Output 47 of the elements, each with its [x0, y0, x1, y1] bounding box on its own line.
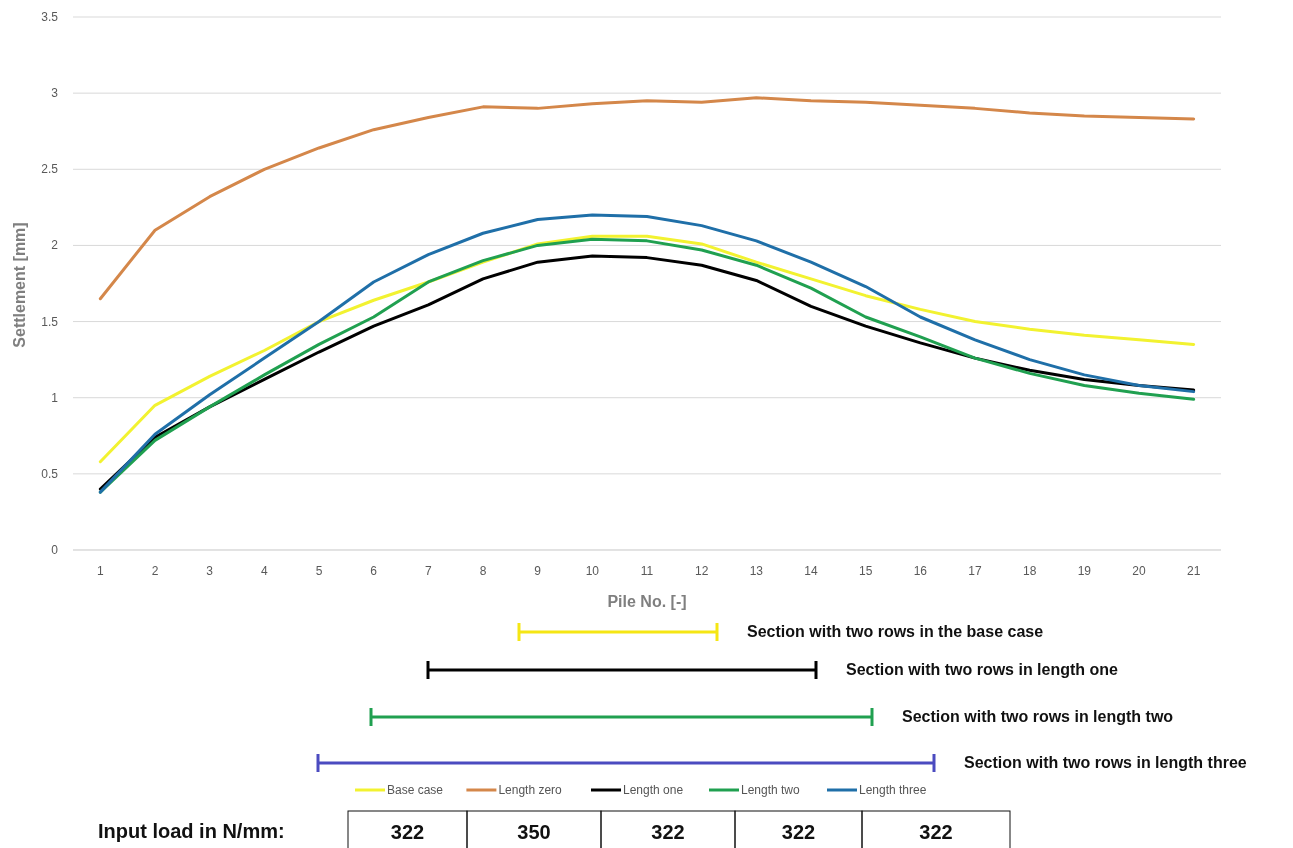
text: 322 — [919, 821, 953, 843]
x-axis-title: Pile No. [-] — [607, 593, 687, 610]
x-tick-label: 2 — [151, 564, 159, 578]
text: 322 — [390, 821, 425, 843]
text: Section with two rows in the base case — [747, 623, 1044, 640]
x-tick-label: 13 — [749, 564, 764, 578]
x-tick-label: 17 — [968, 564, 982, 578]
text: Section with two rows in length three — [964, 754, 1247, 771]
x-tick-label: 7 — [424, 564, 432, 578]
y-tick-label: 2 — [51, 238, 59, 253]
text: Section with two rows in length one — [846, 661, 1119, 678]
y-axis-title: Settlement [mm] — [11, 222, 28, 348]
legend-label: Length two — [741, 783, 801, 797]
text: Input load in N/mm: — [98, 820, 285, 842]
x-tick-label: 16 — [913, 564, 928, 578]
text: 322 — [781, 821, 816, 843]
y-tick-label: 0.5 — [41, 466, 59, 481]
x-tick-label: 21 — [1186, 564, 1201, 578]
x-tick-label: 4 — [260, 564, 268, 578]
x-tick-label: 3 — [206, 564, 214, 578]
x-tick-label: 19 — [1077, 564, 1092, 578]
legend-label: Base case — [387, 783, 444, 797]
legend-label: Length one — [623, 783, 684, 797]
legend-label: Length zero — [498, 783, 563, 797]
x-tick-label: 6 — [370, 564, 378, 578]
x-tick-label: 1 — [96, 564, 104, 578]
x-tick-label: 14 — [804, 564, 818, 578]
line-series — [98, 96, 1196, 301]
legend-label: Length three — [859, 783, 927, 797]
y-tick-label: 1.5 — [41, 314, 59, 329]
x-tick-label: 12 — [694, 564, 709, 578]
x-tick-label: 5 — [315, 564, 323, 578]
x-tick-label: 15 — [858, 564, 873, 578]
y-tick-label: 2.5 — [41, 162, 59, 177]
y-tick-label: 3 — [51, 86, 59, 101]
y-tick-label: 1 — [51, 390, 59, 405]
text: 322 — [651, 821, 685, 843]
text: Section with two rows in length two — [902, 708, 1174, 725]
x-tick-label: 20 — [1132, 564, 1146, 578]
x-tick-label: 9 — [534, 564, 542, 578]
y-tick-label: 0 — [51, 543, 59, 557]
x-tick-label: 10 — [585, 564, 600, 578]
y-tick-label: 3.5 — [41, 10, 59, 24]
text: 350 — [517, 821, 551, 843]
x-tick-label: 8 — [479, 564, 487, 578]
x-tick-label: 11 — [640, 564, 654, 578]
x-tick-label: 18 — [1022, 564, 1037, 578]
